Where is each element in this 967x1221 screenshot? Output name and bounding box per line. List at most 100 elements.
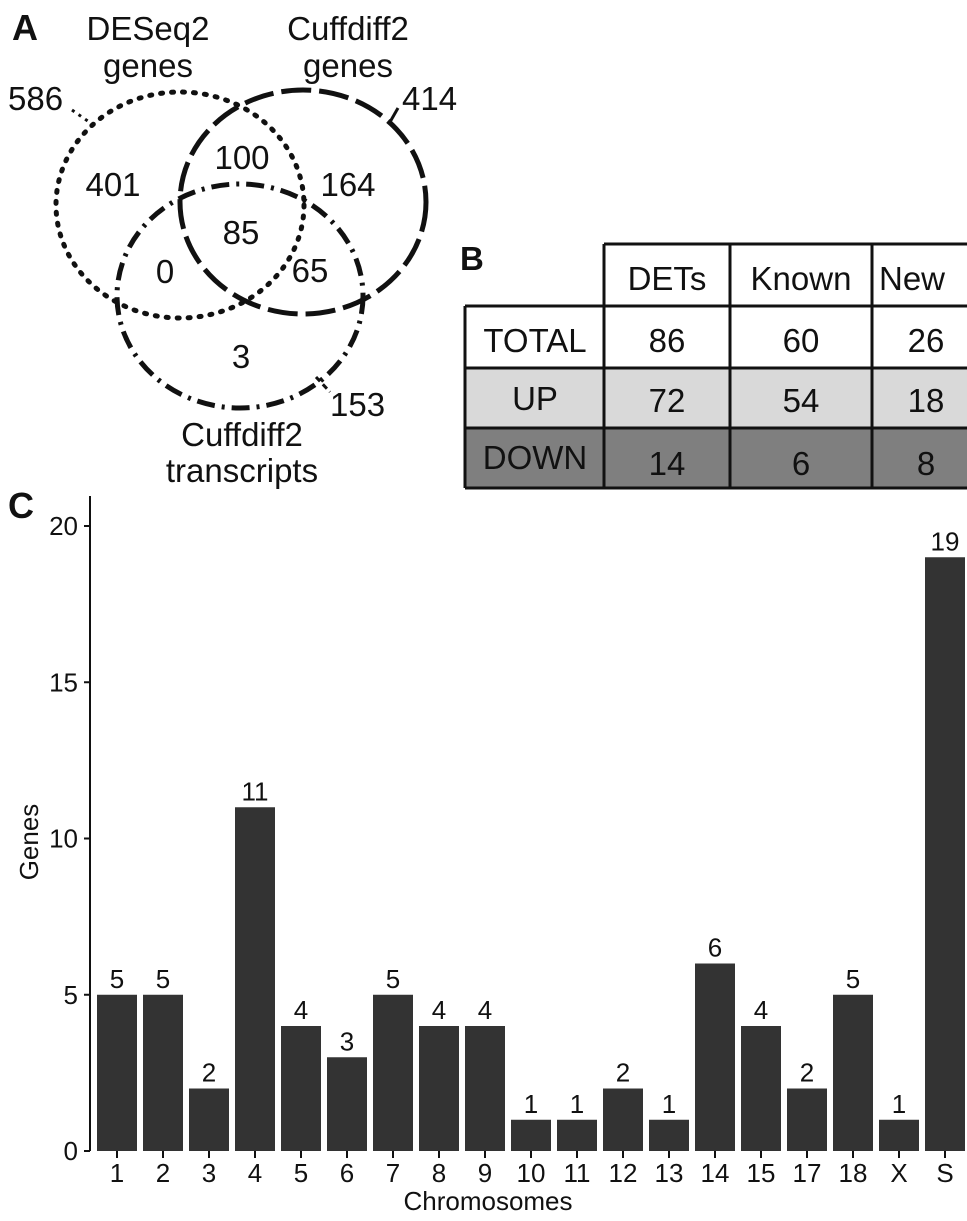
y-axis-title: Genes bbox=[14, 804, 44, 881]
table-grid bbox=[463, 242, 967, 490]
bar-value-label: 4 bbox=[294, 995, 308, 1025]
cuffdiff2-transcripts-set-label-line2: transcripts bbox=[166, 452, 318, 489]
deseq2-set-label-line2: genes bbox=[103, 47, 193, 84]
y-tick-label: 10 bbox=[49, 824, 78, 854]
x-tick-label: 12 bbox=[609, 1158, 638, 1188]
header-row-bg bbox=[604, 244, 967, 306]
col-header-known: Known bbox=[751, 260, 852, 297]
venn-diagram: A DESeq2 genes Cuffdiff2 genes Cuffdiff2… bbox=[8, 7, 457, 489]
x-tick-label: 18 bbox=[839, 1158, 868, 1188]
x-tick-label: 8 bbox=[432, 1158, 446, 1188]
y-tick-label: 20 bbox=[49, 511, 78, 541]
bar-value-label: 5 bbox=[110, 964, 124, 994]
bar bbox=[603, 1088, 643, 1151]
cuffdiff2-genes-circle bbox=[177, 87, 429, 317]
col-header-dets: DETs bbox=[628, 260, 707, 297]
x-tick-label: 10 bbox=[517, 1158, 546, 1188]
bar bbox=[833, 994, 873, 1151]
bar bbox=[465, 1026, 505, 1151]
summary-table: B DETs Known New TOTAL 86 60 26 UP 72 bbox=[460, 240, 967, 490]
bar-value-label: 5 bbox=[846, 964, 860, 994]
bar-value-label: 4 bbox=[478, 995, 492, 1025]
region-deseq-only: 401 bbox=[85, 166, 140, 203]
down-row-bg bbox=[465, 428, 967, 488]
bar bbox=[511, 1119, 551, 1151]
bar bbox=[189, 1088, 229, 1151]
cell-total-known: 60 bbox=[783, 322, 820, 359]
bar-value-label: 1 bbox=[662, 1089, 676, 1119]
bar-value-label: 5 bbox=[386, 964, 400, 994]
bar-value-label: 3 bbox=[340, 1026, 354, 1056]
x-tick-label: 13 bbox=[655, 1158, 684, 1188]
y-tick-label: 0 bbox=[64, 1136, 78, 1166]
transcripts-total-leader bbox=[314, 375, 332, 394]
x-tick-label: 9 bbox=[478, 1158, 492, 1188]
x-tick-label: X bbox=[890, 1158, 907, 1188]
bar bbox=[281, 1026, 321, 1151]
x-axis-title: Chromosomes bbox=[403, 1186, 572, 1216]
x-tick-label: S bbox=[936, 1158, 953, 1188]
x-tick-label: 11 bbox=[564, 1158, 591, 1188]
bar bbox=[741, 1026, 781, 1151]
x-tick-label: 1 bbox=[110, 1158, 124, 1188]
row-label-up: UP bbox=[512, 380, 558, 417]
x-tick-label: 2 bbox=[156, 1158, 170, 1188]
x-tick-label: 4 bbox=[248, 1158, 262, 1188]
x-ticks: 1 2 3 4 5 6 7 8 9 10 11 12 13 14 15 17 18 X S bbox=[110, 1151, 954, 1188]
bar bbox=[143, 994, 183, 1151]
bar-value-label: 4 bbox=[432, 995, 446, 1025]
bar-value-label: 2 bbox=[616, 1058, 630, 1088]
deseq2-total: 586 bbox=[8, 80, 63, 117]
x-tick-label: 5 bbox=[294, 1158, 308, 1188]
bar bbox=[695, 963, 735, 1151]
region-deseq-transcripts: 0 bbox=[156, 253, 174, 290]
bar-value-label: 1 bbox=[892, 1089, 906, 1119]
cell-up-known: 54 bbox=[783, 382, 820, 419]
bar bbox=[787, 1088, 827, 1151]
deseq2-circle bbox=[53, 89, 307, 321]
bar-value-label: 19 bbox=[931, 526, 960, 556]
cuffdiff2-genes-set-label-line1: Cuffdiff2 bbox=[287, 10, 409, 47]
bar-value-label: 11 bbox=[242, 776, 269, 806]
y-tick-label: 15 bbox=[49, 667, 78, 697]
cuffdiff2-transcripts-total: 153 bbox=[330, 386, 385, 423]
cuffdiff2-transcripts-circle bbox=[114, 181, 366, 411]
x-tick-label: 15 bbox=[747, 1158, 776, 1188]
region-all-three: 85 bbox=[223, 214, 260, 251]
bar bbox=[97, 994, 137, 1151]
cell-down-known: 6 bbox=[792, 445, 810, 482]
bar bbox=[879, 1119, 919, 1151]
up-row-bg bbox=[465, 368, 967, 428]
row-label-total: TOTAL bbox=[483, 322, 586, 359]
bar bbox=[235, 807, 275, 1151]
row-label-down: DOWN bbox=[483, 439, 587, 476]
cell-up-new: 18 bbox=[908, 382, 945, 419]
bar-value-label: 4 bbox=[754, 995, 768, 1025]
cuffdiff2-transcripts-set-label-line1: Cuffdiff2 bbox=[181, 416, 303, 453]
x-tick-label: 17 bbox=[793, 1158, 822, 1188]
bar-value-label: 2 bbox=[202, 1058, 216, 1088]
region-cuffgenes-transcripts: 65 bbox=[292, 252, 329, 289]
deseq2-set-label-line1: DESeq2 bbox=[87, 10, 210, 47]
x-tick-label: 7 bbox=[386, 1158, 400, 1188]
cell-total-new: 26 bbox=[908, 322, 945, 359]
x-tick-label: 6 bbox=[340, 1158, 354, 1188]
panel-b-letter: B bbox=[460, 240, 484, 277]
bar bbox=[925, 557, 965, 1151]
cuffgenes-total-leader bbox=[388, 107, 400, 123]
x-tick-label: 3 bbox=[202, 1158, 216, 1188]
x-tick-label: 14 bbox=[701, 1158, 730, 1188]
cell-total-dets: 86 bbox=[649, 322, 686, 359]
region-cuffgenes-only: 164 bbox=[320, 166, 375, 203]
cell-up-dets: 72 bbox=[649, 382, 686, 419]
bar-value-label: 5 bbox=[156, 964, 170, 994]
region-transcripts-only: 3 bbox=[232, 338, 250, 375]
region-deseq-cuffgenes: 100 bbox=[214, 139, 269, 176]
bar bbox=[649, 1119, 689, 1151]
bar bbox=[373, 994, 413, 1151]
col-header-new: New bbox=[879, 260, 945, 297]
bar-value-label: 1 bbox=[570, 1089, 584, 1119]
